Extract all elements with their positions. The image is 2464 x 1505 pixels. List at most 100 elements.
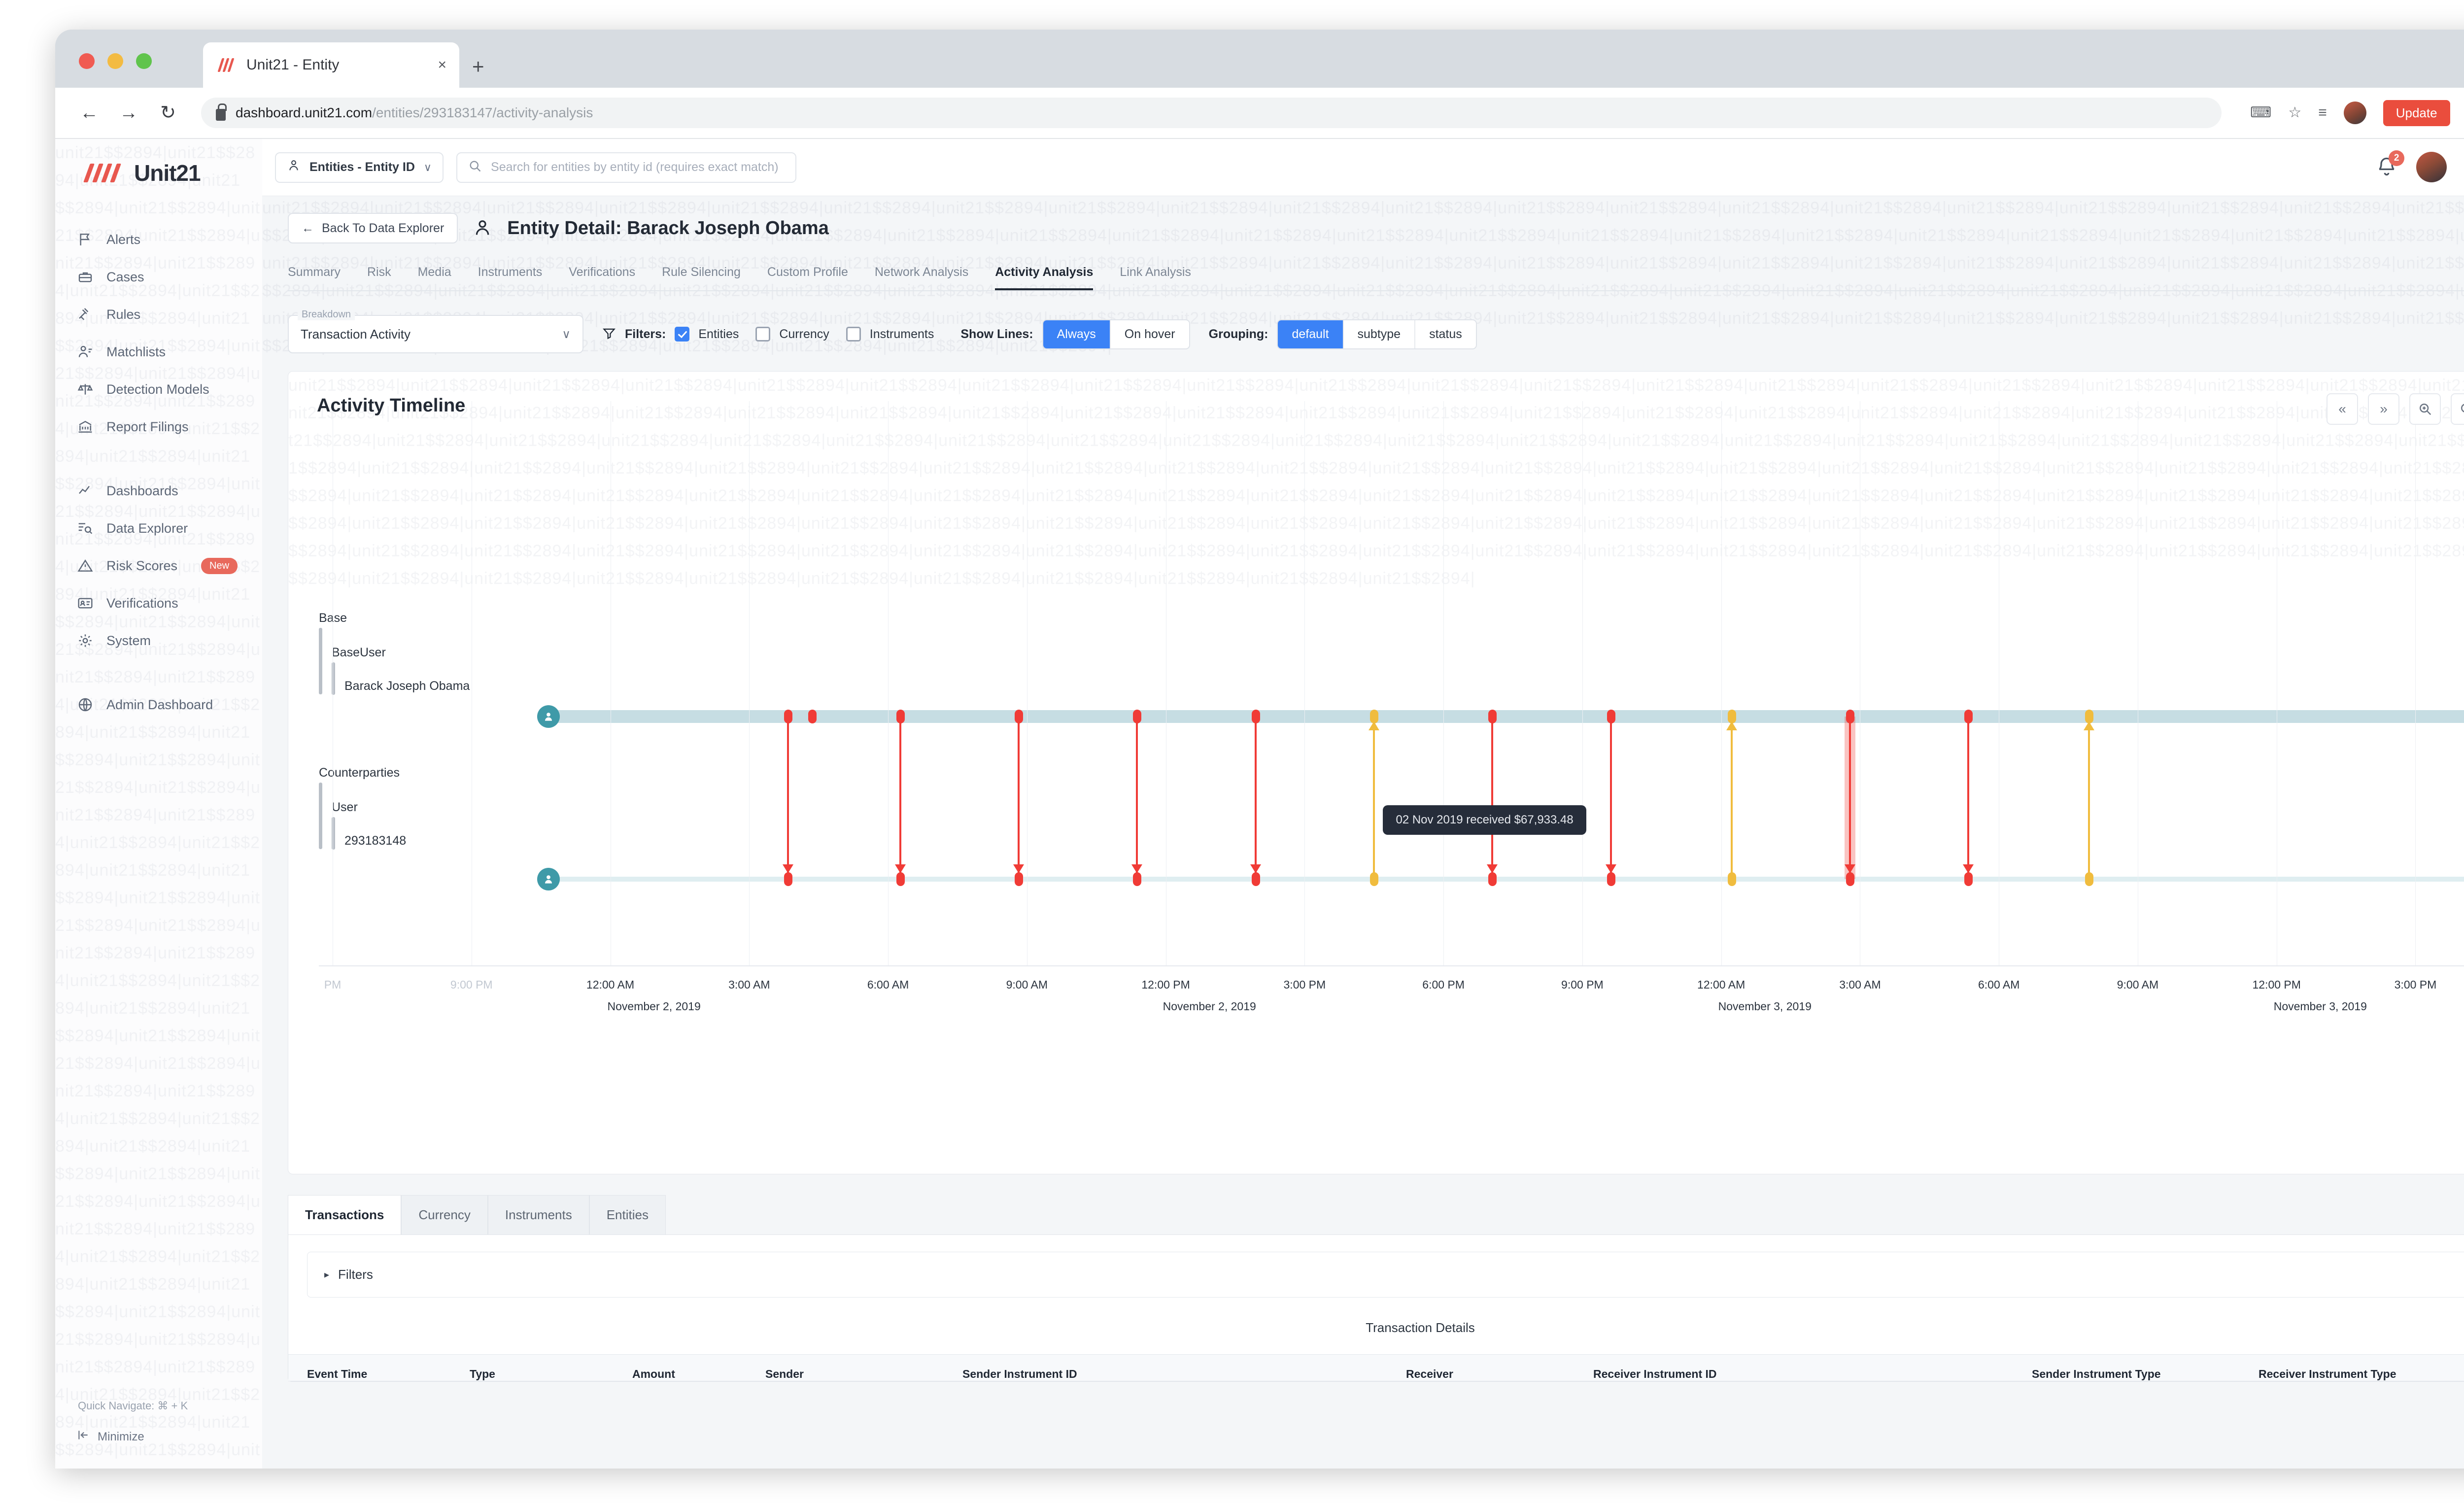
- entity-detail-tabs[interactable]: Summary Risk Media Instruments Verificat…: [288, 265, 2464, 291]
- column-sender-instrument-id[interactable]: Sender Instrument ID: [962, 1368, 1077, 1380]
- grouping-segmented-control[interactable]: default subtype status: [1277, 319, 1477, 349]
- chevrons-left-icon[interactable]: «: [2327, 393, 2358, 425]
- minimize-window-button[interactable]: [107, 53, 123, 69]
- column-type[interactable]: Type: [470, 1368, 495, 1380]
- blocked-content-icon[interactable]: ⌨: [2250, 104, 2272, 121]
- entity-type-select[interactable]: Entities - Entity ID ∨: [275, 152, 444, 183]
- sidebar-item-matchlists[interactable]: Matchlists: [55, 333, 262, 371]
- timeline-axis-tick-label: 3:00 PM: [1283, 978, 1326, 991]
- tab-network-analysis[interactable]: Network Analysis: [874, 265, 969, 279]
- bottom-tab-entities[interactable]: Entities: [589, 1195, 666, 1234]
- forward-navigation-icon[interactable]: →: [119, 103, 138, 123]
- timeline-connector: [1018, 720, 1020, 875]
- column-event-time[interactable]: Event Time: [307, 1368, 368, 1380]
- sidebar-item-detection-models[interactable]: Detection Models: [55, 371, 262, 408]
- bookmark-star-icon[interactable]: ☆: [2288, 104, 2302, 121]
- timeline-axis-tick-label: 12:00 AM: [586, 978, 635, 991]
- bottom-tab-instruments[interactable]: Instruments: [487, 1195, 589, 1234]
- checkbox-instruments[interactable]: [846, 327, 861, 342]
- timeline-event-marker: [896, 710, 905, 723]
- bottom-tab-currency[interactable]: Currency: [401, 1195, 488, 1234]
- new-tab-icon[interactable]: +: [472, 55, 484, 78]
- close-window-button[interactable]: [79, 53, 95, 69]
- reload-icon[interactable]: ↻: [160, 103, 176, 123]
- zoom-in-icon[interactable]: [2409, 393, 2441, 425]
- column-sender-instrument-type[interactable]: Sender Instrument Type: [2032, 1368, 2161, 1380]
- grouping-option-status[interactable]: status: [1429, 327, 1462, 341]
- grouping-option-subtype[interactable]: subtype: [1344, 320, 1416, 348]
- chevron-down-icon: ∨: [423, 161, 432, 173]
- close-tab-icon[interactable]: ×: [438, 57, 446, 73]
- tab-verifications[interactable]: Verifications: [569, 265, 636, 279]
- reading-list-icon[interactable]: ≡: [2318, 104, 2327, 121]
- grouping-group: Grouping: default subtype status: [1209, 319, 1477, 349]
- sidebar-item-verifications[interactable]: Verifications: [55, 584, 262, 622]
- update-button[interactable]: Update: [2383, 100, 2450, 126]
- tab-risk[interactable]: Risk: [367, 265, 391, 279]
- transaction-details-title: Transaction Details: [1366, 1320, 1475, 1335]
- user-avatar[interactable]: [2416, 152, 2447, 183]
- tab-rule-silencing[interactable]: Rule Silencing: [662, 265, 741, 279]
- timeline-plot[interactable]: Base BaseUser Barack Joseph Obama Counterpa…: [288, 372, 2464, 1174]
- timeline-connector: [1136, 720, 1138, 875]
- minimize-sidebar-button[interactable]: Minimize: [77, 1429, 144, 1445]
- address-bar[interactable]: dashboard.unit21.com/entities/293183147/…: [201, 98, 2222, 128]
- back-to-data-explorer-button[interactable]: ← Back To Data Explorer: [288, 213, 458, 243]
- maximize-window-button[interactable]: [136, 53, 152, 69]
- globe-icon: [77, 696, 94, 713]
- notifications-button[interactable]: 2: [2376, 150, 2405, 179]
- timeline-toolbar[interactable]: « »: [2327, 393, 2464, 425]
- sidebar-item-cases[interactable]: Cases: [55, 258, 262, 296]
- show-lines-option-on-hover[interactable]: On hover: [1124, 327, 1175, 341]
- window-traffic-lights[interactable]: [79, 53, 152, 69]
- browser-profile-avatar[interactable]: [2343, 102, 2366, 124]
- bottom-tab-transactions[interactable]: Transactions: [288, 1195, 402, 1234]
- sidebar-item-data-explorer[interactable]: Data Explorer: [55, 510, 262, 547]
- breakdown-select[interactable]: Breakdown Transaction Activity ∨: [288, 309, 583, 353]
- show-lines-segmented-control[interactable]: Always On hover: [1042, 319, 1190, 349]
- bank-icon: [77, 418, 94, 435]
- sidebar-item-label: Admin Dashboard: [106, 697, 213, 712]
- timeline-event-marker: [1727, 710, 1736, 723]
- tab-summary[interactable]: Summary: [288, 265, 341, 279]
- tab-media[interactable]: Media: [417, 265, 451, 279]
- id-card-icon: [77, 595, 94, 612]
- checkbox-entities[interactable]: [675, 327, 690, 342]
- tab-activity-analysis[interactable]: Activity Analysis: [995, 265, 1094, 290]
- tab-instruments[interactable]: Instruments: [478, 265, 543, 279]
- column-receiver[interactable]: Receiver: [1406, 1368, 1453, 1380]
- tab-custom-profile[interactable]: Custom Profile: [767, 265, 848, 279]
- entity-search-box[interactable]: Search for entities by entity id (requir…: [456, 152, 797, 183]
- sidebar-item-label: Rules: [106, 307, 141, 322]
- browser-tab[interactable]: Unit21 - Entity ×: [203, 42, 459, 88]
- sidebar-item-dashboards[interactable]: Dashboards: [55, 472, 262, 510]
- column-sender[interactable]: Sender: [765, 1368, 804, 1380]
- checkbox-currency[interactable]: [755, 327, 771, 342]
- sidebar-item-report-filings[interactable]: Report Filings: [55, 408, 262, 445]
- timeline-event-marker: [1251, 710, 1260, 723]
- timeline-connector: [1730, 720, 1733, 875]
- tab-link-analysis[interactable]: Link Analysis: [1120, 265, 1191, 279]
- zoom-out-icon[interactable]: [2451, 393, 2464, 425]
- transactions-filters-toggle[interactable]: ▸ Filters: [307, 1252, 2464, 1298]
- browser-tabstrip[interactable]: Unit21 - Entity × +: [203, 42, 484, 88]
- sidebar-item-system[interactable]: System: [55, 622, 262, 659]
- column-receiver-instrument-type[interactable]: Receiver Instrument Type: [2259, 1368, 2396, 1380]
- unit21-logo[interactable]: Unit21: [55, 139, 262, 186]
- show-lines-option-always[interactable]: Always: [1043, 320, 1111, 348]
- column-amount[interactable]: Amount: [632, 1368, 675, 1380]
- grouping-option-default[interactable]: default: [1278, 320, 1344, 348]
- sidebar-item-admin-dashboard[interactable]: Admin Dashboard: [55, 686, 262, 723]
- timeline-lane-avatar-counterparty: [537, 868, 560, 890]
- timeline-event-marker: [1251, 872, 1260, 886]
- search-input-placeholder[interactable]: Search for entities by entity id (requir…: [491, 160, 779, 174]
- chevrons-right-icon[interactable]: »: [2368, 393, 2399, 425]
- sidebar-item-risk-scores[interactable]: Risk Scores New: [55, 547, 262, 584]
- column-receiver-instrument-id[interactable]: Receiver Instrument ID: [1593, 1368, 1717, 1380]
- timeline-subgroup-label: BaseUser: [332, 646, 386, 659]
- filters-label: Filters:: [625, 327, 666, 341]
- back-navigation-icon[interactable]: ←: [80, 103, 99, 123]
- sidebar-item-rules[interactable]: Rules: [55, 296, 262, 333]
- bottom-tabs[interactable]: Transactions Currency Instruments Entiti…: [288, 1195, 2464, 1234]
- sidebar-item-alerts[interactable]: Alerts: [55, 221, 262, 258]
